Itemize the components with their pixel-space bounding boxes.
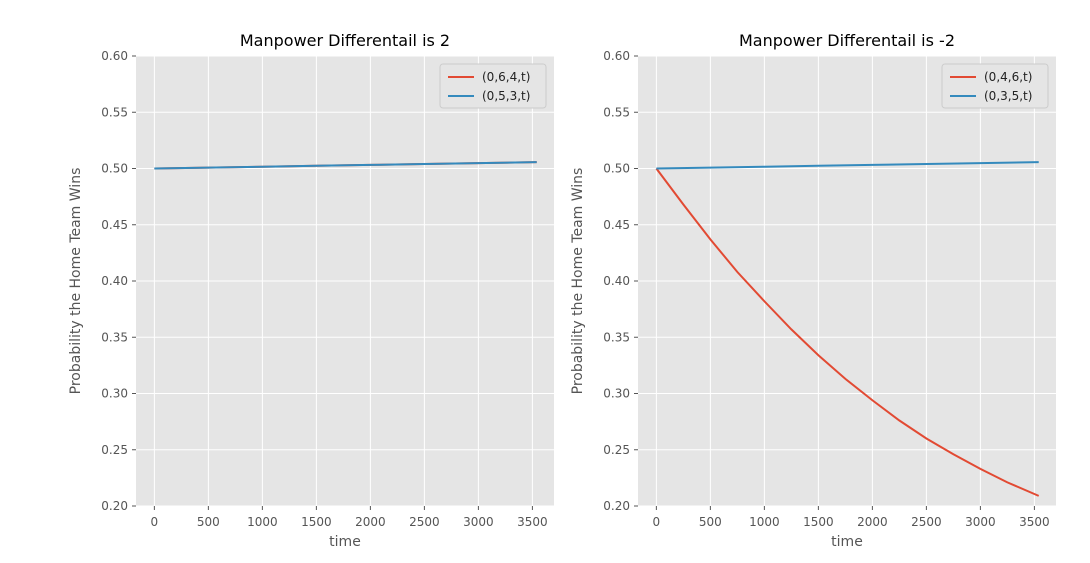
axis-ticks: 0 500 1000 1500 2000 2500 3000 3500 0.20 0.25 0.30…	[603, 49, 1049, 529]
y-tick-label: 0.50	[603, 162, 630, 176]
y-tick-label: 0.55	[101, 105, 128, 119]
subplot-right: 0 500 1000 1500 2000 2500 3000 3500 0.20 0.25 0.30…	[570, 31, 1056, 550]
y-tick-label: 0.20	[101, 499, 128, 513]
legend-entry: (0,5,3,t)	[482, 89, 530, 103]
chart-title: Manpower Differentail is -2	[739, 31, 955, 50]
legend-entry: (0,6,4,t)	[482, 70, 530, 84]
y-tick-label: 0.45	[101, 218, 128, 232]
series-lines	[154, 161, 537, 170]
y-tick-label: 0.40	[101, 274, 128, 288]
x-tick-label: 2000	[355, 515, 386, 529]
x-tick-label: 0	[653, 515, 661, 529]
y-tick-label: 0.50	[101, 162, 128, 176]
x-tick-label: 3000	[965, 515, 996, 529]
y-tick-label: 0.55	[603, 105, 630, 119]
y-tick-label: 0.25	[101, 443, 128, 457]
y-tick-label: 0.60	[101, 49, 128, 63]
series-line	[655, 167, 1040, 497]
series-line	[154, 161, 537, 170]
y-tick-label: 0.30	[101, 387, 128, 401]
y-tick-label: 0.25	[603, 443, 630, 457]
x-tick-label: 1000	[247, 515, 278, 529]
series-line	[656, 161, 1039, 170]
x-axis-label: time	[329, 534, 361, 550]
x-tick-label: 3000	[463, 515, 494, 529]
series-lines	[655, 161, 1040, 497]
x-tick-label: 3500	[1019, 515, 1050, 529]
legend: (0,6,4,t) (0,5,3,t)	[439, 63, 547, 109]
legend-entry: (0,3,5,t)	[984, 89, 1032, 103]
legend: (0,4,6,t) (0,3,5,t)	[941, 63, 1049, 109]
y-tick-label: 0.20	[603, 499, 630, 513]
x-tick-label: 2500	[911, 515, 942, 529]
x-tick-label: 2500	[409, 515, 440, 529]
y-tick-label: 0.40	[603, 274, 630, 288]
x-tick-label: 1000	[749, 515, 780, 529]
y-tick-label: 0.35	[603, 330, 630, 344]
x-tick-label: 3500	[517, 515, 548, 529]
x-tick-label: 1500	[803, 515, 834, 529]
y-tick-label: 0.60	[603, 49, 630, 63]
chart-title: Manpower Differentail is 2	[240, 31, 450, 50]
x-tick-label: 500	[699, 515, 722, 529]
grid-lines	[136, 55, 554, 507]
x-tick-label: 0	[151, 515, 159, 529]
subplot-left: 0 500 1000 1500 2000 2500 3000 3500 0.20 0.25 0.30…	[68, 31, 554, 550]
y-axis-label: Probability the Home Team Wins	[570, 168, 586, 395]
y-tick-label: 0.30	[603, 387, 630, 401]
y-tick-label: 0.35	[101, 330, 128, 344]
axis-ticks: 0 500 1000 1500 2000 2500 3000 3500 0.20 0.25 0.30…	[101, 49, 547, 529]
x-tick-label: 1500	[301, 515, 332, 529]
x-tick-label: 500	[197, 515, 220, 529]
y-axis-label: Probability the Home Team Wins	[68, 168, 84, 395]
x-axis-label: time	[831, 534, 863, 550]
legend-entry: (0,4,6,t)	[984, 70, 1032, 84]
x-tick-label: 2000	[857, 515, 888, 529]
y-tick-label: 0.45	[603, 218, 630, 232]
